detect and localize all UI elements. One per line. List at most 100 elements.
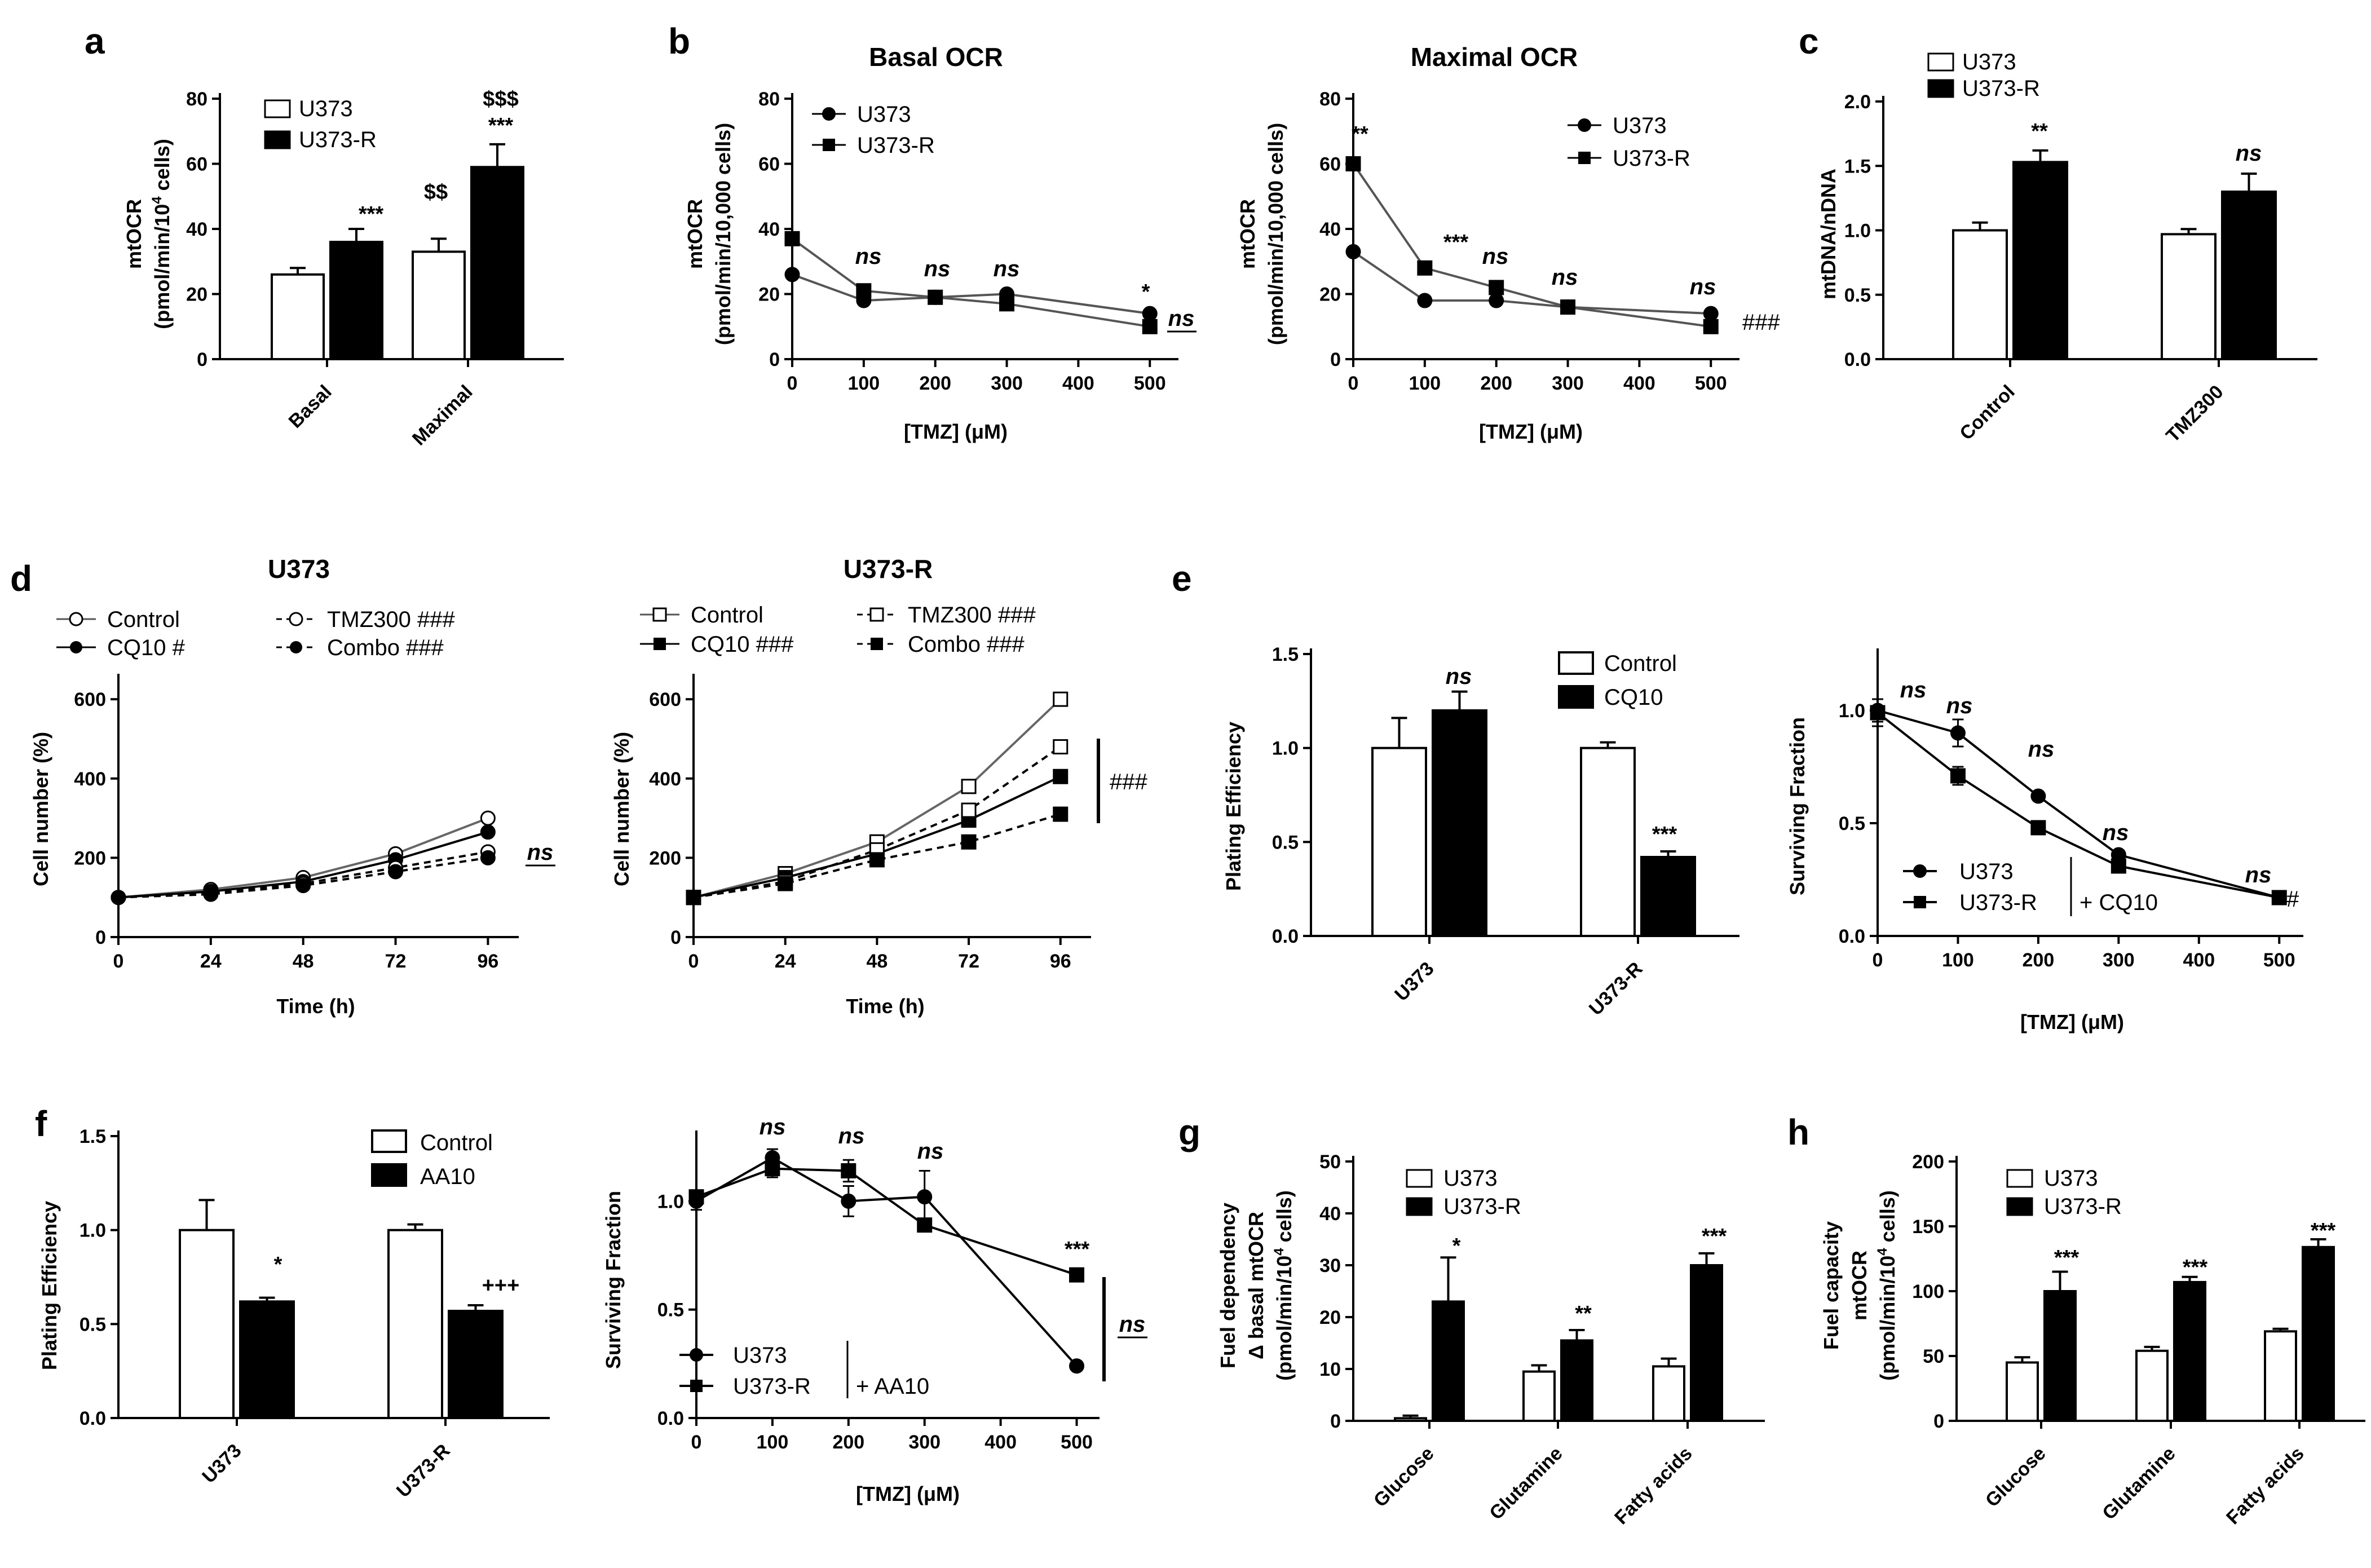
- data-point-d: [111, 890, 126, 906]
- e2-xlabel: [TMZ] (μM): [2020, 1010, 2124, 1033]
- x-tick-label-e2: 200: [2023, 949, 2055, 971]
- sig-h-glucose: ***: [2054, 1246, 2079, 1270]
- x-tick-label-f2: 200: [832, 1432, 864, 1453]
- x-tick-label-h: Glucose: [1981, 1443, 2050, 1512]
- x-tick-label-h: Glutamine: [2098, 1443, 2179, 1524]
- sig-b-300: ns: [994, 257, 1020, 281]
- y-tick-label-b2: 20: [1319, 284, 1341, 306]
- x-tick-label-e: U373: [1390, 958, 1438, 1005]
- y-tick-label-e2: 0.0: [1839, 926, 1865, 947]
- data-point-b: [1142, 306, 1158, 321]
- bar-a: [412, 250, 466, 360]
- data-point-b: [784, 231, 800, 246]
- x-tick-label-b: 200: [919, 373, 951, 394]
- panel-label-h: h: [1787, 1112, 1809, 1152]
- legend-label-cq10: CQ10: [1604, 685, 1663, 710]
- x-tick-label-b: 300: [991, 373, 1023, 394]
- f2-xlabel: [TMZ] (μM): [856, 1482, 960, 1505]
- bar-h: [2173, 1280, 2206, 1422]
- legend-label-u373r: U373-R: [857, 133, 935, 158]
- y-tick-label-c: 1.5: [1844, 156, 1871, 177]
- data-point-d2: [1053, 806, 1069, 822]
- bar-c: [2012, 161, 2068, 360]
- bar-f: [448, 1310, 504, 1419]
- legend-label-u373: U373: [299, 96, 353, 121]
- y-tick-label-b2: 60: [1319, 154, 1341, 175]
- sig-a-maximal: ***: [488, 114, 514, 138]
- sig-b2-overall: ###: [1742, 310, 1780, 335]
- legend-label-control: Control: [107, 607, 180, 632]
- bar-f: [239, 1300, 295, 1419]
- series-line-b2: [1352, 250, 1711, 315]
- sig-e-u373: ns: [1446, 664, 1472, 689]
- y-tick-label-d: 0: [95, 927, 106, 948]
- data-point-d2: [869, 852, 885, 868]
- sig-b-500: *: [1142, 280, 1150, 304]
- x-tick-label-d: 0: [113, 951, 124, 972]
- data-point-d: [480, 810, 496, 826]
- legend-b2: U373 U373-R: [1568, 113, 1690, 171]
- x-tick-label-f2: 100: [757, 1432, 789, 1453]
- bar-h: [2302, 1245, 2335, 1423]
- series-line-e2: [1877, 709, 2280, 899]
- sig-e2-500: ns: [2245, 863, 2272, 887]
- series-line-b: [791, 237, 1150, 328]
- sig-g-fatty: ***: [1702, 1225, 1727, 1248]
- y-tick-label-b2: 0: [1330, 349, 1341, 370]
- x-tick-label-e2: 0: [1873, 949, 1883, 971]
- data-point-d: [295, 878, 311, 894]
- panel-label-b: b: [668, 21, 690, 61]
- x-tick-label-g: Glutamine: [1485, 1443, 1566, 1524]
- x-tick-label-d: 72: [385, 951, 407, 972]
- data-point-f2: [1069, 1267, 1085, 1283]
- legend-label-cq10: CQ10 #: [107, 635, 186, 660]
- sig-d-overall: ns: [527, 840, 554, 865]
- legend-c: U373 U373-R: [1927, 50, 2040, 101]
- data-point-b: [999, 296, 1015, 312]
- title-d-u373: U373: [268, 554, 330, 584]
- y-tick-label-f: 1.5: [80, 1126, 106, 1147]
- legend-b: U373 U373-R: [812, 102, 935, 158]
- y-tick-label-e: 0.5: [1272, 832, 1299, 853]
- sig-f2-overall: ns: [1119, 1312, 1146, 1337]
- data-point-d2: [686, 890, 701, 906]
- data-point-d: [203, 886, 219, 902]
- g-ylabel-2: Δ basal mtOCR: [1244, 1212, 1268, 1359]
- b-xlabel: [TMZ] (μM): [904, 420, 1008, 443]
- b2-ylabel-1: mtOCR: [1236, 199, 1259, 269]
- legend-label-control: Control: [691, 603, 763, 628]
- legend-marker-circle: [1578, 118, 1591, 132]
- sig-b2-0: **: [1352, 122, 1368, 146]
- data-point-b: [1142, 319, 1158, 334]
- y-tick-label-f: 0.0: [80, 1408, 106, 1429]
- sig-a-dollar3: $$$: [483, 87, 518, 111]
- data-point-b: [784, 267, 800, 282]
- g-ylabel-3: (pmol/min/104 cells): [1271, 1190, 1296, 1380]
- legend-label-u373r: U373-R: [1443, 1194, 1521, 1219]
- x-tick-label-b: 500: [1134, 373, 1166, 394]
- legend-marker-square: [823, 139, 835, 151]
- x-tick-label-b2: 100: [1409, 373, 1441, 394]
- x-tick-label-a: Maximal: [408, 381, 477, 450]
- series-line-e2: [1877, 712, 2280, 899]
- x-tick-label-d: 48: [293, 951, 314, 972]
- y-tick-label-a: 20: [186, 284, 207, 306]
- x-tick-label-g: Fatty acids: [1610, 1443, 1696, 1529]
- sig-f-u373r: +++: [482, 1274, 520, 1297]
- y-tick-label-b2: 40: [1319, 219, 1341, 240]
- panel-label-e: e: [1172, 558, 1192, 599]
- bar-f: [179, 1229, 235, 1420]
- legend-swatch-u373r: [264, 130, 291, 149]
- y-tick-label-a: 60: [186, 154, 207, 175]
- data-point-f2: [688, 1189, 704, 1205]
- data-point-d2: [961, 802, 977, 818]
- bar-a: [470, 166, 524, 360]
- bar-e: [1580, 747, 1636, 937]
- sig-b-200: ns: [924, 257, 951, 281]
- legend-a: U373 U373-R: [264, 96, 377, 152]
- e-ylabel: Plating Efficiency: [1222, 722, 1245, 891]
- y-tick-label-f: 0.5: [80, 1314, 106, 1335]
- x-tick-label-d: 96: [477, 951, 498, 972]
- legend-label-aa10: AA10: [420, 1164, 475, 1189]
